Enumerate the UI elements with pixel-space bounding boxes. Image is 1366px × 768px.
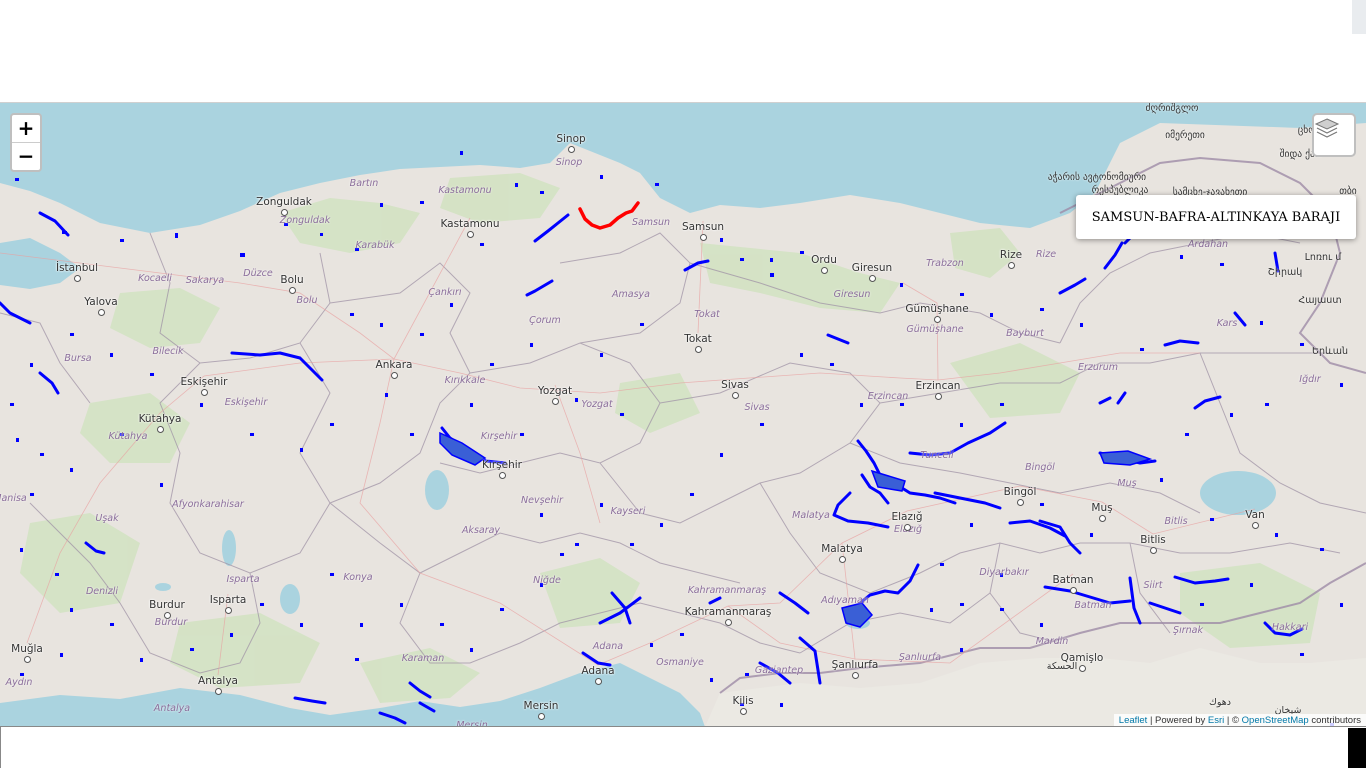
city-marker-icon: [695, 346, 702, 353]
city-marker-icon: [1017, 499, 1024, 506]
city-marker-icon: [852, 672, 859, 679]
popup-text: SAMSUN-BAFRA-ALTINKAYA BARAJI: [1091, 209, 1341, 225]
city-marker-icon: [1008, 262, 1015, 269]
city-marker-icon: [157, 426, 164, 433]
city-marker-icon: [24, 656, 31, 663]
city-marker-icon: [935, 393, 942, 400]
city-marker-icon: [904, 524, 911, 531]
city-marker-icon: [98, 309, 105, 316]
top-scrollbar[interactable]: [1352, 0, 1366, 34]
forest-areas: [20, 173, 1320, 703]
city-marker-icon: [215, 688, 222, 695]
city-marker-icon: [725, 619, 732, 626]
city-marker-icon: [839, 556, 846, 563]
osm-link[interactable]: OpenStreetMap: [1241, 715, 1309, 726]
city-marker-icon: [281, 209, 288, 216]
city-marker-icon: [934, 316, 941, 323]
zoom-out-button[interactable]: −: [17, 144, 35, 168]
dam-markers: [10, 151, 1343, 726]
city-marker-icon: [869, 275, 876, 282]
dam-features: [0, 211, 1304, 725]
city-marker-icon: [289, 287, 296, 294]
black-sea: [0, 103, 1366, 233]
lake-egirdir: [222, 530, 236, 566]
reservoir-polygons: [439, 431, 1153, 628]
city-marker-icon: [821, 267, 828, 274]
zoom-in-button[interactable]: +: [12, 115, 40, 143]
layers-control-button[interactable]: [1312, 113, 1356, 157]
attribution-sep-1: | Powered by: [1147, 715, 1208, 726]
page-footer-area: [0, 726, 1366, 768]
city-marker-icon: [1252, 522, 1259, 529]
map-tiles: [0, 103, 1366, 727]
city-marker-icon: [74, 275, 81, 282]
city-marker-icon: [1099, 515, 1106, 522]
city-marker-icon: [538, 713, 545, 720]
selected-dam-altinkaya: [578, 201, 640, 230]
lake-tuz: [425, 470, 449, 510]
city-marker-icon: [164, 612, 171, 619]
city-marker-icon: [552, 398, 559, 405]
syria-iraq-region: [705, 648, 1366, 727]
city-marker-icon: [568, 146, 575, 153]
city-marker-icon: [391, 372, 398, 379]
map-attribution: Leaflet | Powered by Esri | © OpenStreet…: [1113, 714, 1366, 727]
leaflet-link[interactable]: Leaflet: [1118, 715, 1148, 726]
lake-beysehir: [280, 584, 300, 614]
esri-link[interactable]: Esri: [1207, 715, 1225, 726]
city-marker-icon: [595, 678, 602, 685]
attribution-tail: contributors: [1308, 715, 1361, 726]
dam-popup[interactable]: SAMSUN-BAFRA-ALTINKAYA BARAJI: [1076, 195, 1356, 239]
layers-icon: [1314, 118, 1340, 138]
lake-burdur: [155, 583, 171, 591]
city-marker-icon: [201, 389, 208, 396]
city-marker-icon: [1070, 587, 1077, 594]
roads: [0, 217, 1256, 676]
city-marker-icon: [732, 392, 739, 399]
lake-van: [1200, 471, 1276, 515]
mediterranean-sea: [0, 663, 705, 727]
city-marker-icon: [499, 472, 506, 479]
zoom-control: + −: [10, 113, 42, 172]
page-header-area: [0, 0, 1366, 102]
marmara-sea: [0, 238, 80, 289]
city-marker-icon: [740, 708, 747, 715]
city-marker-icon: [467, 231, 474, 238]
attribution-sep-2: | ©: [1224, 715, 1242, 726]
bottom-scrollbar[interactable]: [1348, 728, 1366, 768]
city-marker-icon: [1079, 665, 1086, 672]
city-marker-icon: [1150, 547, 1157, 554]
city-marker-icon: [225, 607, 232, 614]
city-marker-icon: [700, 234, 707, 241]
map-container[interactable]: Sinop Bartın Kastamonu Zonguldak Samsun Karab…: [0, 102, 1366, 727]
